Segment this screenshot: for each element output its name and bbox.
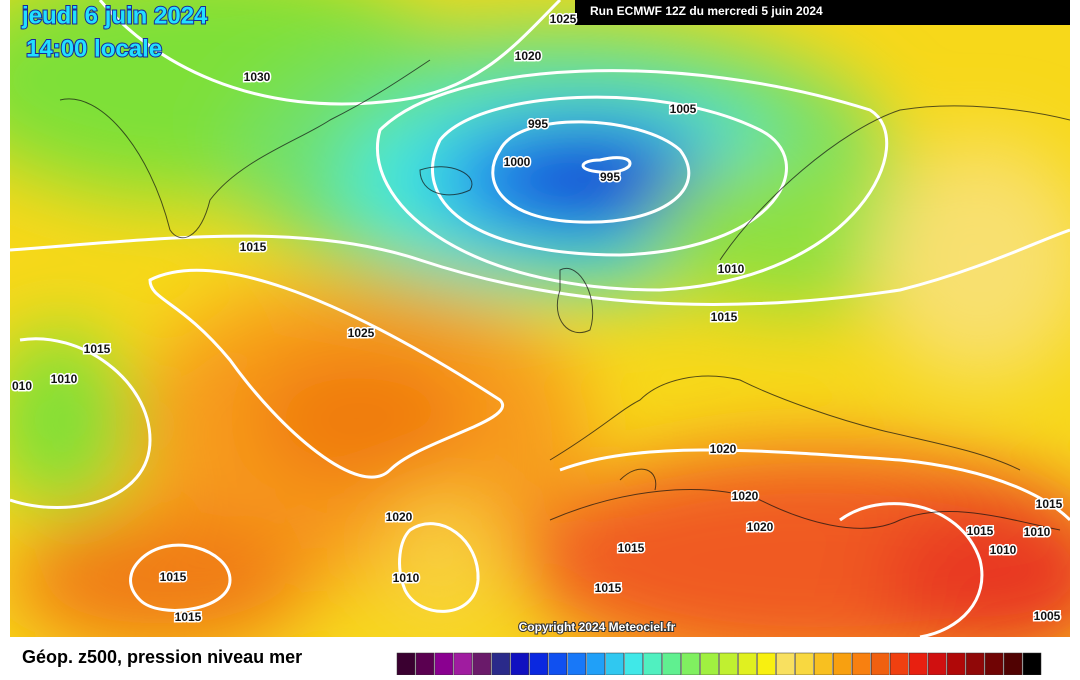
color-swatch (567, 652, 586, 676)
isobar-label: 1015 (618, 541, 645, 555)
color-scale (396, 652, 1042, 676)
isobar-label: 1010 (990, 543, 1017, 557)
color-swatch (434, 652, 454, 676)
coastlines (59, 59, 1070, 531)
color-swatch (510, 652, 530, 676)
color-swatch (946, 652, 966, 676)
color-swatch (984, 652, 1004, 676)
color-swatch (681, 652, 700, 676)
color-swatch (662, 652, 681, 676)
color-swatch (396, 652, 416, 676)
valid-date: jeudi 6 juin 2024 (21, 2, 208, 29)
isobar-label: 1005 (1034, 609, 1061, 623)
isobar-label: 010 (12, 379, 32, 393)
color-swatch (833, 652, 852, 676)
color-swatch (624, 652, 643, 676)
isobar-label: 1020 (386, 510, 413, 524)
color-swatch (795, 652, 814, 676)
isobar-label: 1020 (515, 49, 542, 63)
isobar-label: 1010 (51, 372, 78, 386)
isobar-label: 1030 (244, 70, 271, 84)
color-swatch (757, 652, 776, 676)
color-swatch (605, 652, 624, 676)
color-swatch (908, 652, 928, 676)
isobar-label: 1005 (670, 102, 697, 116)
color-swatch (889, 652, 909, 676)
color-swatch (491, 652, 511, 676)
isobar-label: 1015 (84, 342, 111, 356)
run-info: Run ECMWF 12Z du mercredi 5 juin 2024 (590, 4, 823, 18)
isobar-label: 1015 (160, 570, 187, 584)
color-swatch (529, 652, 549, 676)
isobar-label: 995 (528, 117, 548, 131)
color-swatch (453, 652, 473, 676)
isobar-label: 1015 (175, 610, 202, 624)
isobar-label: 1010 (393, 571, 420, 585)
color-swatch (643, 652, 662, 676)
valid-time: 14:00 locale (26, 35, 162, 62)
isobar-label: 1020 (747, 520, 774, 534)
color-swatch (776, 652, 795, 676)
legend-title: Géop. z500, pression niveau mer (22, 647, 302, 667)
isobars (10, 0, 1070, 637)
isobar-label: 1020 (732, 489, 759, 503)
isobar-label: 1015 (967, 524, 994, 538)
color-swatch (1003, 652, 1023, 676)
color-swatch (871, 652, 890, 676)
isobar-label: 1015 (711, 310, 738, 324)
isobar-label: 1020 (710, 442, 737, 456)
color-swatch (738, 652, 757, 676)
isobar-labels: 1025 1020 1030 1005 995 1000 995 1015 1010 1015 10… (10, 11, 1064, 626)
run-banner (575, 0, 1070, 25)
isobar-label: 1010 (1024, 525, 1051, 539)
isobar-label: 1015 (595, 581, 622, 595)
color-swatch (472, 652, 492, 676)
color-swatch (548, 652, 567, 676)
color-swatch (586, 652, 605, 676)
color-swatch (814, 652, 833, 676)
isobar-label: 1015 (1036, 497, 1063, 511)
isobar-label: 1015 (240, 240, 267, 254)
isobar-label: 1010 (718, 262, 745, 276)
color-swatch (700, 652, 719, 676)
color-swatch (965, 652, 985, 676)
isobar-label: 1025 (348, 326, 375, 340)
color-swatch (415, 652, 435, 676)
color-swatch (719, 652, 738, 676)
color-swatch (927, 652, 947, 676)
copyright: Copyright 2024 Meteociel.fr (519, 620, 676, 634)
color-swatch (852, 652, 871, 676)
color-swatch (1022, 652, 1042, 676)
isobar-label: 1025 (550, 12, 577, 26)
isobar-label: 995 (600, 170, 620, 184)
isobar-label: 1000 (504, 155, 531, 169)
